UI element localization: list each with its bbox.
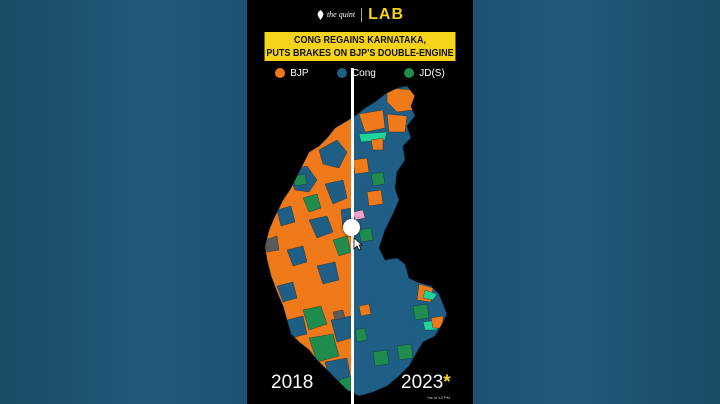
legend-swatch-cong	[336, 68, 347, 78]
year-label-2018: 2018	[271, 372, 314, 393]
legend-item-cong: Cong	[336, 67, 376, 79]
legend-label-bjp: BJP	[290, 67, 309, 79]
legend-label-cong: Cong	[351, 67, 376, 79]
karnataka-comparison-map	[264, 85, 448, 397]
year-label-2023: 2023*	[401, 372, 451, 394]
slider-handle[interactable]	[343, 219, 360, 236]
legend-item-jds: JD(S)	[404, 68, 445, 79]
legend-item-bjp: BJP	[275, 67, 309, 79]
blurred-background-right	[473, 0, 720, 404]
footnote: *as of 12 PM	[427, 395, 450, 400]
brand-separator	[361, 8, 363, 22]
headline-banner: CONG REGAINS KARNATAKA, PUTS BRAKES ON B…	[264, 32, 456, 61]
headline-line-1: CONG REGAINS KARNATAKA,	[293, 34, 427, 46]
map-legend: BJP Cong JD(S)	[247, 66, 473, 80]
year-asterisk: *	[443, 372, 451, 393]
comparison-divider[interactable]	[351, 68, 354, 404]
story-panel: the quint LAB CONG REGAINS KARNATAKA, PU…	[247, 0, 473, 404]
legend-label-jds: JD(S)	[419, 67, 445, 79]
quint-logo-text: the quint	[326, 10, 356, 19]
legend-swatch-bjp	[275, 68, 286, 78]
year-label-2023-text: 2023	[401, 372, 444, 393]
headline-line-2: PUTS BRAKES ON BJP'S DOUBLE-ENGINE	[266, 47, 454, 59]
quint-logo-icon	[317, 10, 324, 20]
lab-logo: LAB	[368, 6, 405, 23]
quint-logo: the quint	[316, 10, 355, 20]
brand-bar: the quint LAB	[247, 4, 473, 26]
cursor-arrow-icon	[353, 237, 363, 251]
legend-swatch-jds	[404, 68, 415, 78]
blurred-background-left	[0, 0, 247, 404]
